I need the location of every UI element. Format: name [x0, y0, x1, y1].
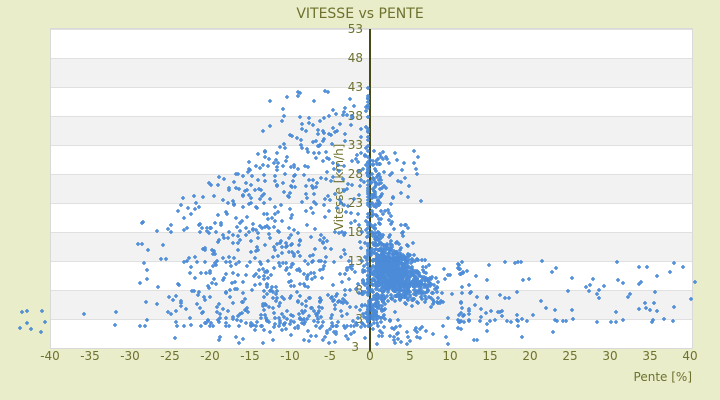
x-tick-label: -15 [240, 349, 260, 363]
y-tick-label: 53 [347, 22, 363, 36]
x-tick-label: -25 [160, 349, 180, 363]
y-tick-label: 33 [347, 138, 363, 152]
x-tick-label: 40 [682, 349, 698, 363]
y-tick-label: 43 [347, 80, 363, 94]
plot-area [50, 28, 693, 349]
x-tick-label: -5 [324, 349, 336, 363]
x-tick-label: 10 [442, 349, 458, 363]
y-tick-label: 18 [347, 225, 363, 239]
y-tick-label: 48 [347, 51, 363, 65]
y-tick-label: 23 [347, 196, 363, 210]
x-tick-label: -40 [40, 349, 60, 363]
x-tick-label: 25 [562, 349, 578, 363]
y-tick-label: 8 [355, 283, 363, 297]
y-tick-label: 3 [355, 312, 363, 326]
y-tick-label: 38 [347, 109, 363, 123]
x-tick-label: -20 [200, 349, 220, 363]
y-axis-title: Vitesse [km/h] [332, 143, 346, 231]
x-tick-label: 5 [406, 349, 414, 363]
y-tick-label: 13 [347, 254, 363, 268]
y-tick-label: 28 [347, 167, 363, 181]
x-tick-label: 30 [602, 349, 618, 363]
y-axis-zero-line [369, 29, 371, 351]
x-tick-label: -30 [120, 349, 140, 363]
x-tick-label: 20 [522, 349, 538, 363]
y-axis-min-label: 3 [351, 340, 359, 354]
x-tick-label: -35 [80, 349, 100, 363]
x-tick-label: 0 [366, 349, 374, 363]
x-tick-label: -10 [280, 349, 300, 363]
chart-title: VITESSE vs PENTE [296, 6, 424, 22]
x-axis-title: Pente [%] [633, 370, 692, 384]
x-tick-label: 15 [482, 349, 498, 363]
x-tick-label: 35 [642, 349, 658, 363]
